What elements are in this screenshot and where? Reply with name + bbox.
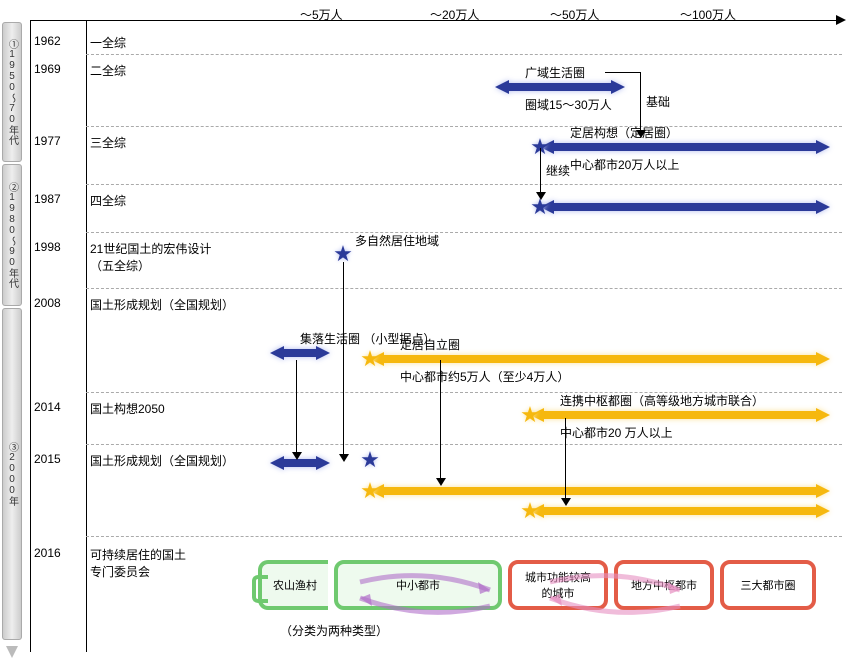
plan-name: 四全综 xyxy=(90,192,260,209)
star-icon: ★ xyxy=(360,480,380,502)
range-arrow xyxy=(540,140,830,154)
scale-label: ～100万人 xyxy=(680,6,736,23)
scale-label: ～20万人 xyxy=(430,6,479,23)
star-icon: ★ xyxy=(520,500,540,522)
arrow-label: 连携中枢都圈（高等级地方城市联合） xyxy=(560,392,764,409)
star-icon: ★ xyxy=(520,404,540,426)
range-arrow xyxy=(530,408,830,422)
arrow-label: 定居自立圈 xyxy=(400,336,460,353)
plan-name: 国土构想2050 xyxy=(90,400,260,417)
footnote: （分类为两种类型） xyxy=(280,622,388,639)
scale-label: ～50万人 xyxy=(550,6,599,23)
year: 1998 xyxy=(34,240,86,254)
range-arrow xyxy=(370,352,830,366)
range-arrow xyxy=(495,80,625,94)
era-band: ②1980～90年代 xyxy=(2,164,22,306)
category-box: 农山渔村 xyxy=(258,560,328,610)
category-box: 三大都市圈 xyxy=(720,560,816,610)
plan-name: 三全综 xyxy=(90,134,260,151)
year: 1987 xyxy=(34,192,86,206)
star-label: 多自然居住地域 xyxy=(355,232,439,249)
plan-name: 国土形成规划（全国规划） xyxy=(90,296,260,313)
arrow-label: 定居构想（定居圈） xyxy=(570,124,678,141)
star-icon: ★ xyxy=(360,348,380,370)
arrow-sublabel: 中心都市约5万人（至少4万人） xyxy=(400,368,569,385)
arrow-sublabel: 中心都市20 万人以上 xyxy=(560,424,673,441)
range-arrow xyxy=(540,200,830,214)
arrow-sublabel: 中心都市20万人以上 xyxy=(570,156,679,173)
year: 1977 xyxy=(34,134,86,148)
year: 2014 xyxy=(34,400,86,414)
scale-label: ～5万人 xyxy=(300,6,343,23)
range-arrow xyxy=(530,504,830,518)
era-band: ①1950～70年代 xyxy=(2,22,22,162)
star-icon: ★ xyxy=(360,449,380,471)
plan-name: 21世纪国土的宏伟设计（五全综） xyxy=(90,240,260,274)
year: 1962 xyxy=(34,34,86,48)
plan-name: 一全综 xyxy=(90,34,260,51)
arrow-sublabel: 圈域15～30万人 xyxy=(525,96,612,113)
year: 1969 xyxy=(34,62,86,76)
plan-name: 可持续居住的国土专门委员会 xyxy=(90,546,260,580)
arrow-label: 广域生活圈 xyxy=(525,64,585,81)
range-arrow xyxy=(270,346,330,360)
plan-name: 二全综 xyxy=(90,62,260,79)
era-band: ③2000年 xyxy=(2,308,22,640)
year: 2008 xyxy=(34,296,86,310)
range-arrow xyxy=(370,484,830,498)
plan-name: 国土形成规划（全国规划） xyxy=(90,452,260,469)
year: 2015 xyxy=(34,452,86,466)
year: 2016 xyxy=(34,546,86,560)
